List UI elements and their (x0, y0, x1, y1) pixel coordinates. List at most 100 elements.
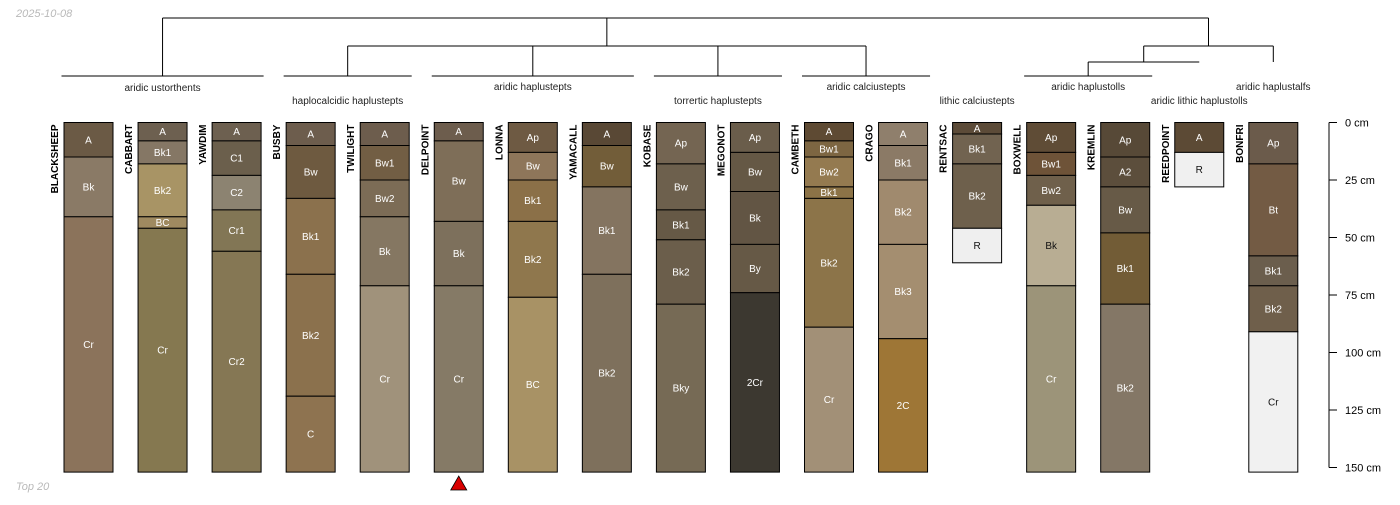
horizon-label: BC (526, 380, 540, 391)
soil-profile (360, 123, 409, 473)
profile-name: KREMLIN (1087, 125, 1098, 171)
profile-name: TWILIGHT (346, 125, 357, 173)
horizon-label: Cr (1046, 374, 1057, 385)
horizon-label: Ap (1045, 133, 1058, 144)
depth-tick-label: 100 cm (1345, 348, 1381, 360)
soil-profile (1027, 123, 1076, 473)
profile-name: RENTSAC (939, 125, 950, 173)
profile-name: MEGONOT (716, 125, 727, 177)
horizon-label: Bw (1118, 205, 1133, 216)
horizon-label: Bw1 (819, 144, 839, 155)
horizon-label: Cr1 (229, 226, 246, 237)
horizon-label: A (1196, 133, 1203, 144)
horizon-label: Bk (1045, 241, 1058, 252)
horizon-label: Bk (379, 247, 392, 258)
horizon-label: 2C (897, 401, 910, 412)
horizon-label: A (159, 127, 166, 138)
horizon-label: A (455, 127, 462, 138)
horizon-label: Bk2 (968, 192, 986, 203)
profile-name: BUSBY (272, 124, 283, 159)
profile-name: DELPOINT (420, 125, 431, 176)
horizon-label: BC (156, 218, 170, 229)
horizon-label: Bk1 (820, 188, 838, 199)
horizon-label: Bw1 (1041, 159, 1061, 170)
profile-name: LONNA (494, 125, 505, 161)
profile-sketch-svg: aridic ustorthents haplocalcidic hapluste… (0, 0, 1400, 500)
horizon-label: Bk2 (1117, 384, 1135, 395)
profile-name: YAMACALL (568, 125, 579, 180)
horizon-label: Cr (453, 374, 464, 385)
footer-label: Top 20 (16, 481, 49, 493)
horizon-label: Bk1 (894, 158, 912, 169)
depth-tick-label: 150 cm (1345, 463, 1381, 475)
horizon-label: Bk1 (154, 148, 172, 159)
horizon-label: Bk2 (820, 258, 838, 269)
horizon-label: Bk1 (1265, 266, 1283, 277)
horizon-label: Bk2 (894, 208, 912, 219)
horizon-label: Bt (1269, 205, 1279, 216)
horizon-label: Bw (452, 177, 467, 188)
horizon-label: Bk1 (598, 226, 616, 237)
horizon-label: Ap (749, 133, 762, 144)
horizon-label: R (973, 241, 980, 252)
horizon-label: Bk2 (598, 369, 616, 380)
horizon-label: Bk2 (524, 255, 542, 266)
horizon-label: R (1196, 165, 1203, 176)
horizon-label: Bk (83, 182, 96, 193)
horizon-label: A (826, 127, 833, 138)
horizon-label: By (749, 264, 761, 275)
profile-name: YAWDIM (198, 125, 209, 165)
horizon-label: Cr (379, 374, 390, 385)
horizon-label: Bw2 (1041, 186, 1061, 197)
horizon-label: A (974, 124, 981, 135)
profile-name: BOXWELL (1013, 125, 1024, 175)
horizon-label: Bk2 (672, 268, 690, 279)
profile-name: CAMBETH (791, 125, 802, 175)
depth-tick-label: 0 cm (1345, 118, 1369, 130)
soil-profile-figure: 2025-10-08 Top 20 aridic ustorthents hapl… (0, 0, 1400, 500)
horizon-label: Bk1 (1117, 264, 1135, 275)
soil-profile (434, 123, 483, 473)
depth-tick-label: 75 cm (1345, 290, 1375, 302)
horizon-label: A (307, 130, 314, 141)
soil-profile (656, 123, 705, 473)
horizon-label: Bw (748, 167, 763, 178)
group-label: aridic haplustolls (1051, 82, 1125, 93)
horizon-label: Bk1 (302, 232, 320, 243)
horizon-label: Bk (453, 249, 466, 260)
soil-profile (508, 123, 557, 473)
profile-name: CABBART (124, 125, 135, 174)
horizon-label: Ap (1267, 139, 1280, 150)
profile-name: REEDPOINT (1161, 125, 1172, 183)
horizon-label: Bk (749, 213, 762, 224)
horizon-label: A (604, 130, 611, 141)
horizon-label: Bw2 (819, 167, 839, 178)
horizon-label: Bk2 (154, 186, 172, 197)
group-label: aridic ustorthents (124, 83, 200, 94)
group-label: haplocalcidic haplustepts (292, 96, 403, 107)
profile-name: BLACKSHEEP (50, 124, 61, 193)
date-label: 2025-10-08 (16, 8, 72, 20)
horizon-label: A (85, 135, 92, 146)
group-label: aridic calciustepts (827, 82, 906, 93)
group-label: aridic lithic haplustolls (1151, 96, 1248, 107)
group-label: torrertic haplustepts (674, 96, 762, 107)
horizon-label: Bw2 (375, 194, 395, 205)
soil-profile (212, 123, 261, 473)
horizon-label: C2 (230, 188, 243, 199)
horizon-label: A (381, 130, 388, 141)
depth-axis (1329, 123, 1337, 468)
horizon-label: 2Cr (747, 378, 764, 389)
horizon-label: Ap (527, 133, 540, 144)
depth-tick-label: 125 cm (1345, 405, 1381, 417)
soil-profile (138, 123, 187, 473)
soil-profile (582, 123, 631, 473)
horizon-label: C (307, 430, 314, 441)
horizon-label: C1 (230, 154, 243, 165)
horizon-label: Bk1 (968, 144, 986, 155)
horizon-label: Bw (304, 167, 319, 178)
horizon-label: Ap (1119, 135, 1132, 146)
group-label: lithic calciustepts (940, 96, 1015, 107)
dendrogram (62, 18, 1274, 76)
horizon-label: Bw (600, 162, 615, 173)
